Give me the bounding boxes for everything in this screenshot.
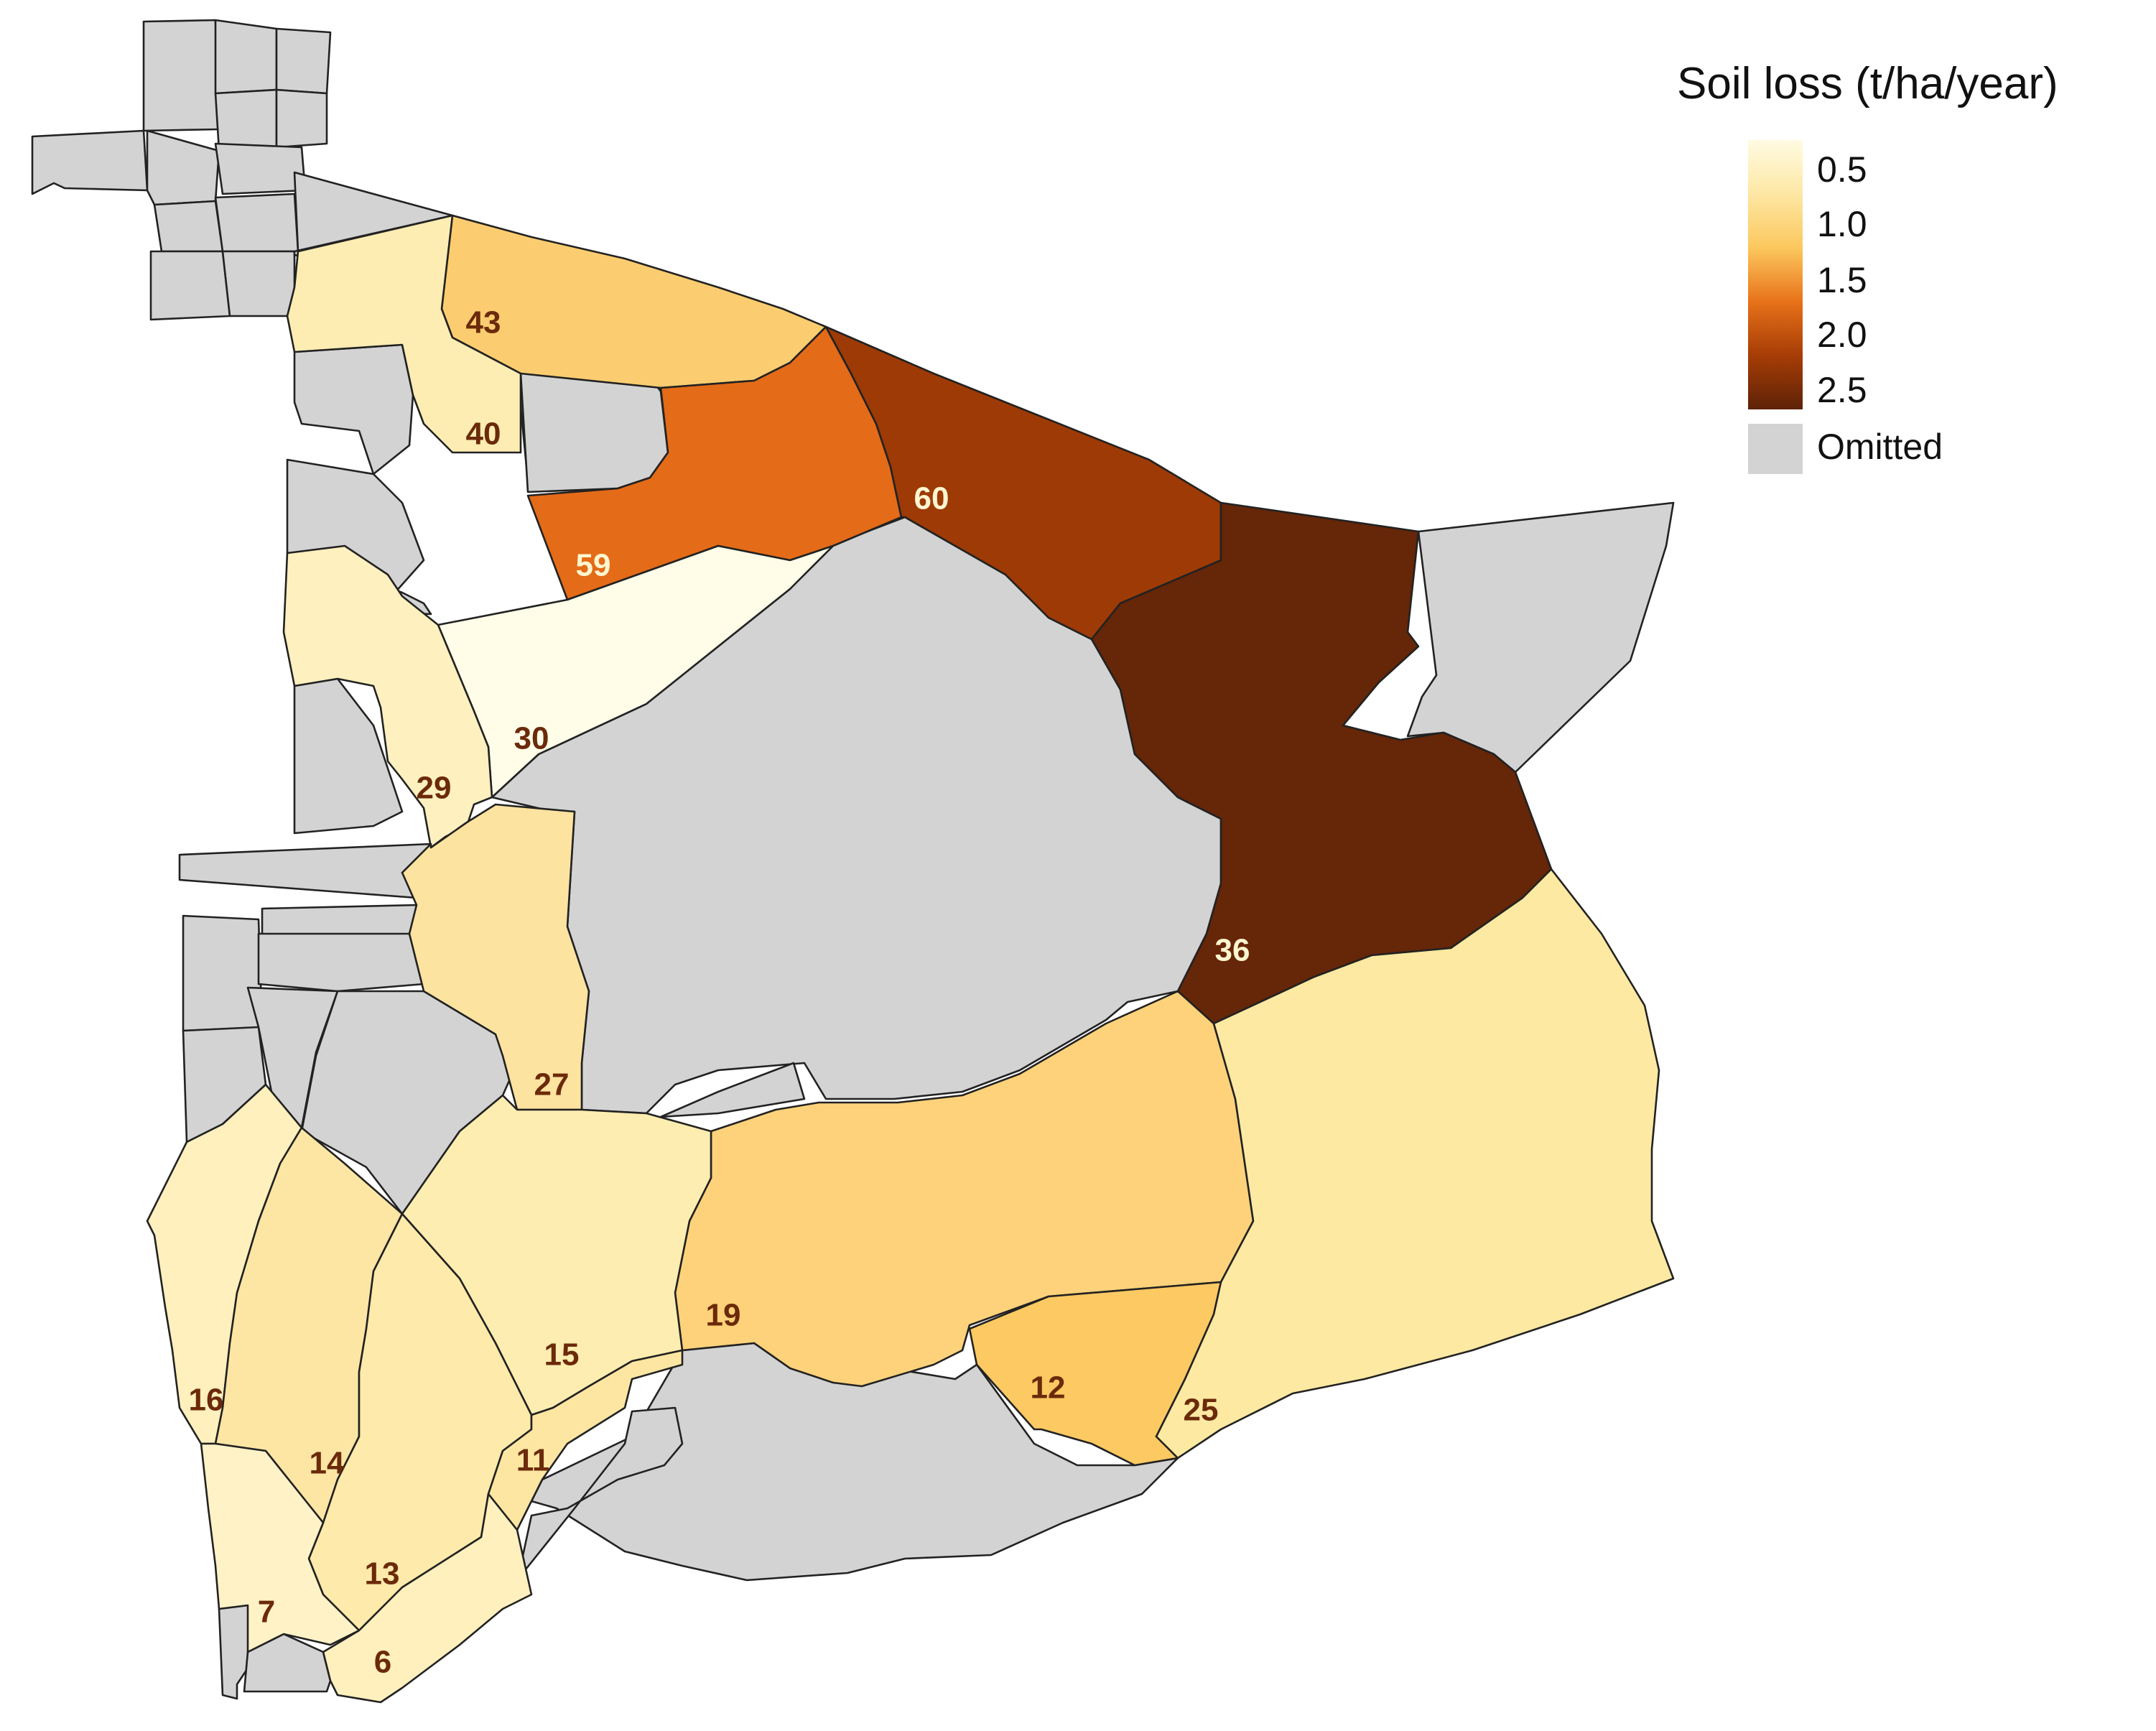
soil-loss-regions: [146, 214, 1675, 1704]
omitted-region: [1406, 501, 1675, 774]
omitted-region: [214, 19, 278, 95]
omitted-region: [221, 250, 296, 317]
region-label-7: 7: [258, 1595, 275, 1630]
omitted-region: [293, 677, 404, 835]
region-label-30: 30: [514, 721, 549, 756]
omitted-region: [530, 1342, 1179, 1582]
legend-omitted-swatch: [1748, 424, 1803, 474]
region-40: [286, 214, 522, 454]
omitted-region: [275, 88, 328, 149]
omitted-region: [149, 250, 231, 321]
legend-tick-1.5: 1.5: [1817, 260, 1867, 300]
region-label-36: 36: [1215, 933, 1250, 968]
omitted-region: [31, 129, 149, 195]
omitted-region: [214, 88, 278, 152]
omitted-region: [293, 343, 414, 475]
legend-title: Soil loss (t/ha/year): [1677, 59, 2058, 108]
omitted-region: [142, 19, 220, 132]
legend-tick-2.0: 2.0: [1817, 315, 1867, 355]
omitted-region: [659, 1062, 806, 1118]
omitted-region: [261, 904, 425, 939]
omitted-region: [257, 932, 425, 993]
legend-tick-2.5: 2.5: [1817, 370, 1867, 410]
region-label-15: 15: [544, 1337, 580, 1373]
region-label-12: 12: [1031, 1370, 1066, 1406]
legend-tick-1.0: 1.0: [1817, 204, 1867, 244]
region-11: [487, 1349, 684, 1531]
region-label-43: 43: [466, 305, 501, 340]
omitted-region: [146, 129, 220, 206]
region-25: [1155, 868, 1675, 1459]
omitted-region: [214, 192, 299, 253]
legend-color-ramp: [1748, 140, 1803, 409]
region-6: [322, 1493, 533, 1704]
region-label-19: 19: [706, 1298, 741, 1333]
region-labels: 43 40 59 60 36 30 29 27 19 15 12 25 16 1…: [189, 305, 1250, 1680]
region-label-13: 13: [365, 1556, 400, 1592]
region-label-25: 25: [1184, 1393, 1219, 1428]
omitted-region: [214, 142, 307, 195]
region-label-27: 27: [534, 1067, 570, 1103]
region-label-6: 6: [374, 1645, 391, 1680]
omitted-region: [519, 372, 669, 493]
region-label-60: 60: [914, 481, 949, 516]
region-label-40: 40: [466, 417, 501, 452]
omitted-region: [516, 1406, 684, 1582]
omitted-region: [178, 843, 432, 899]
region-label-59: 59: [576, 548, 611, 583]
omitted-region: [275, 27, 332, 95]
legend: Soil loss (t/ha/year) 0.5 1.0 1.5 2.0 2.…: [1677, 59, 2058, 474]
region-7: [200, 1442, 361, 1653]
omitted-region: [182, 914, 264, 1032]
legend-omitted-label: Omitted: [1817, 427, 1943, 467]
region-60: [824, 325, 1222, 641]
region-label-29: 29: [417, 771, 452, 806]
omitted-region: [153, 200, 224, 253]
region-label-16: 16: [189, 1383, 224, 1418]
region-label-14: 14: [310, 1446, 345, 1481]
region-label-11: 11: [516, 1443, 550, 1478]
legend-tick-0.5: 0.5: [1817, 149, 1867, 190]
omitted-regions: [31, 19, 1675, 1700]
